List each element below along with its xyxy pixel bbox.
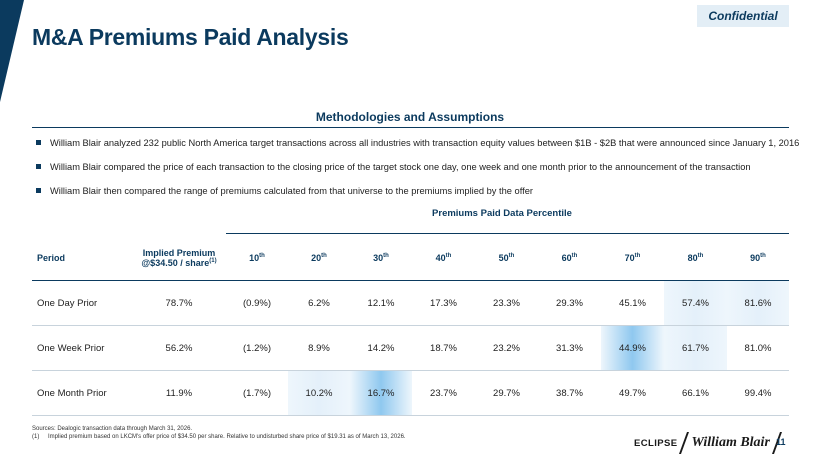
table-cell: 29.3% [538, 280, 601, 326]
table-cell: 23.2% [475, 325, 538, 371]
header-percentile-40: 40th [412, 236, 475, 281]
header-percentile-90: 90th [727, 236, 789, 281]
bullet-text: William Blair compared the price of each… [50, 162, 751, 172]
table-cell: 8.9% [288, 325, 350, 371]
table-cell: 31.3% [538, 325, 601, 371]
percentile-suffix: th [508, 253, 515, 259]
table-header-row: Period Implied Premium @$34.50 / share(1… [32, 236, 789, 281]
methodology-title: Methodologies and Assumptions [315, 110, 505, 124]
bullet-item: William Blair compared the price of each… [36, 161, 796, 185]
percentile-group-divider [226, 233, 789, 234]
row-implied-premium: 11.9% [132, 370, 226, 416]
table-cell: 81.0% [727, 325, 789, 371]
percentile-number: 60 [561, 253, 572, 263]
table-cell: 18.7% [412, 325, 475, 371]
table-cell-highlighted: 10.2% [288, 370, 350, 416]
header-percentile-60: 60th [538, 236, 601, 281]
table-cell: (1.7%) [226, 370, 288, 416]
table-cell: 12.1% [350, 280, 412, 326]
table-cell-highlighted: 16.7% [350, 370, 412, 416]
table-cell: 14.2% [350, 325, 412, 371]
header-percentile-80: 80th [664, 236, 727, 281]
percentile-number: 80 [687, 253, 698, 263]
table-cell: (0.9%) [226, 280, 288, 326]
table-cell: 99.4% [727, 370, 789, 416]
methodology-divider [32, 127, 789, 128]
bullet-text: William Blair analyzed 232 public North … [50, 138, 800, 148]
table-cell: 49.7% [601, 370, 664, 416]
table-cell: 6.2% [288, 280, 350, 326]
header-implied-line2: @$34.50 / share [141, 258, 210, 268]
table-cell-highlighted: 57.4% [664, 280, 727, 326]
row-implied-premium: 78.7% [132, 280, 226, 326]
header-percentile-50: 50th [475, 236, 538, 281]
footnotes: Sources: Dealogic transaction data throu… [32, 425, 406, 441]
footnote-text: Implied premium based on LKCM's offer pr… [48, 434, 406, 440]
footnote-number: (1) [32, 434, 40, 440]
methodology-bullets: William Blair analyzed 232 public North … [36, 137, 800, 209]
bullet-text: William Blair then compared the range of… [50, 186, 533, 196]
table-cell-highlighted: 81.6% [727, 280, 789, 326]
percentile-number: 10 [249, 253, 260, 263]
percentile-number: 70 [624, 253, 635, 263]
table-row: One Month Prior 11.9% (1.7%) 10.2% 16.7%… [32, 370, 789, 416]
row-period: One Day Prior [32, 280, 132, 326]
percentile-suffix: th [697, 253, 704, 259]
table-row: One Day Prior 78.7% (0.9%) 6.2% 12.1% 17… [32, 280, 789, 326]
confidential-badge: Confidential [697, 5, 789, 27]
table-cell-highlighted: 61.7% [664, 325, 727, 371]
table-cell-highlighted: 44.9% [601, 325, 664, 371]
footnote-marker: (1) [209, 258, 217, 264]
header-percentile-10: 10th [226, 236, 288, 281]
percentile-number: 50 [498, 253, 509, 263]
page-title: M&A Premiums Paid Analysis [32, 24, 349, 50]
percentile-suffix: th [259, 253, 265, 259]
logo-slash-icon [679, 432, 690, 454]
bullet-square-icon [36, 188, 41, 193]
footnote-1: (1) Implied premium based on LKCM's offer… [32, 433, 406, 441]
percentile-group-title: Premiums Paid Data Percentile [432, 208, 572, 219]
header-implied-line1: Implied Premium [142, 248, 216, 258]
bullet-square-icon [36, 164, 41, 169]
percentile-suffix: th [321, 253, 327, 259]
percentile-number: 40 [435, 253, 446, 263]
header-percentile-70: 70th [601, 236, 664, 281]
table-cell: 17.3% [412, 280, 475, 326]
table-cell: 23.3% [475, 280, 538, 326]
header-percentile-20: 20th [288, 236, 350, 281]
bullet-square-icon [36, 140, 41, 145]
accent-stripe [0, 0, 24, 102]
percentile-number: 20 [311, 253, 322, 263]
table-cell: 29.7% [475, 370, 538, 416]
bullet-item: William Blair then compared the range of… [36, 185, 796, 209]
bullet-item: William Blair analyzed 232 public North … [36, 137, 800, 161]
row-period: One Week Prior [32, 325, 132, 371]
table-cell: 38.7% [538, 370, 601, 416]
table-cell: (1.2%) [226, 325, 288, 371]
row-implied-premium: 56.2% [132, 325, 226, 371]
header-period: Period [32, 236, 132, 281]
eclipse-logo-text: ECLIPSE [634, 437, 678, 449]
header-percentile-30: 30th [350, 236, 412, 281]
premiums-table: Period Implied Premium @$34.50 / share(1… [32, 236, 789, 416]
header-implied-premium: Implied Premium @$34.50 / share(1) [132, 236, 226, 281]
percentile-suffix: th [634, 253, 641, 259]
percentile-number: 90 [750, 253, 761, 263]
row-period: One Month Prior [32, 370, 132, 416]
table-cell: 23.7% [412, 370, 475, 416]
footer-logo: ECLIPSE William Blair [634, 432, 782, 454]
table-cell: 45.1% [601, 280, 664, 326]
percentile-suffix: th [571, 253, 578, 259]
table-cell: 66.1% [664, 370, 727, 416]
percentile-number: 30 [373, 253, 384, 263]
sources-note: Sources: Dealogic transaction data throu… [32, 426, 193, 432]
william-blair-logo-text: William Blair [691, 435, 770, 450]
percentile-suffix: th [383, 253, 389, 259]
table-row: One Week Prior 56.2% (1.2%) 8.9% 14.2% 1… [32, 325, 789, 371]
page-number: 11 [776, 437, 786, 447]
percentile-suffix: th [760, 253, 766, 259]
percentile-suffix: th [445, 253, 452, 259]
